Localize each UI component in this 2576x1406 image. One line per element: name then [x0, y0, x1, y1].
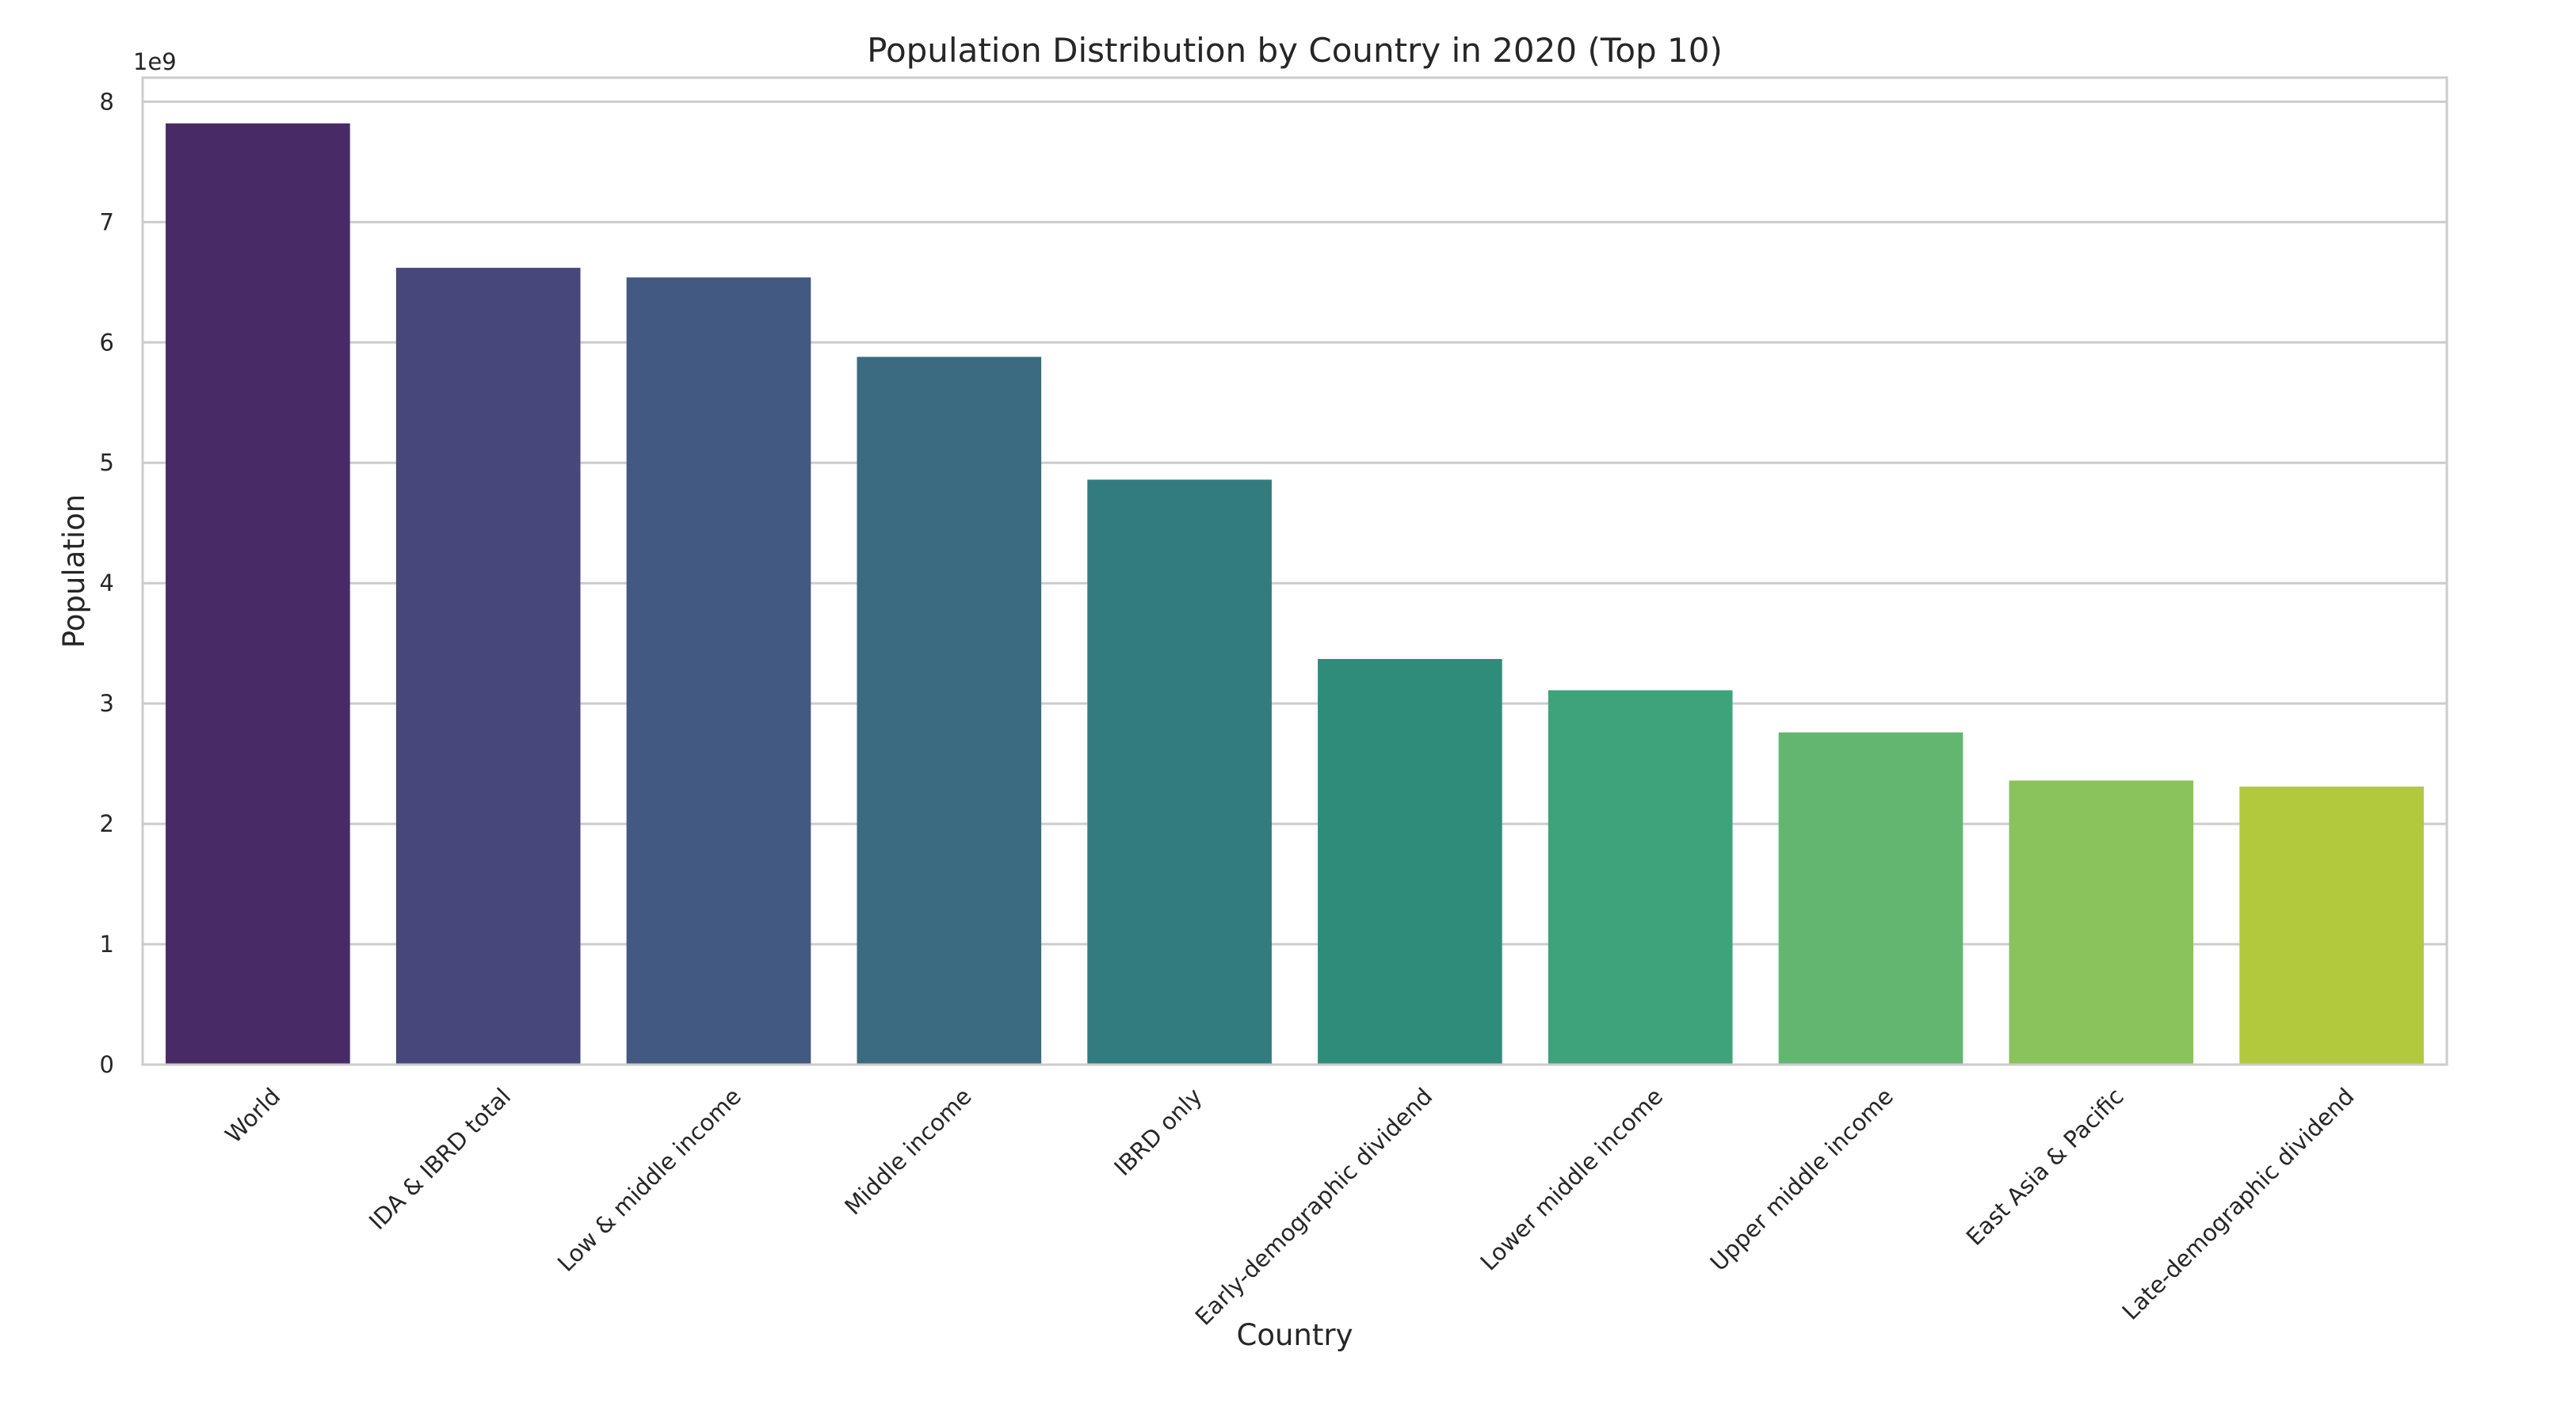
y-tick-label: 4 — [100, 570, 114, 596]
bar — [2239, 786, 2424, 1065]
y-tick-label: 3 — [100, 690, 114, 717]
y-tick-label: 6 — [100, 329, 114, 356]
y-tick-label: 0 — [100, 1051, 114, 1078]
y-axis-ticks: 0 1 2 3 4 5 6 7 8 — [100, 88, 114, 1078]
bar — [1318, 658, 1502, 1065]
y-axis-label: Population — [57, 494, 91, 648]
y-tick-label: 1 — [100, 931, 114, 958]
bar — [1778, 732, 1963, 1065]
bar — [2009, 780, 2194, 1065]
y-tick-label: 8 — [100, 88, 114, 115]
bars — [166, 123, 2424, 1065]
bar — [395, 268, 581, 1065]
bar — [166, 123, 350, 1065]
y-tick-label: 7 — [100, 208, 114, 235]
y-axis-offset-label: 1e9 — [133, 48, 177, 75]
bar — [1087, 479, 1272, 1065]
y-tick-label: 5 — [100, 449, 114, 476]
x-axis-label: Country — [1237, 1318, 1353, 1352]
chart-title: Population Distribution by Country in 20… — [867, 31, 1723, 70]
y-tick-label: 2 — [100, 810, 114, 837]
bar — [1548, 690, 1733, 1065]
plot-frame — [141, 76, 2448, 1066]
bar — [626, 277, 811, 1065]
bar — [857, 356, 1042, 1065]
